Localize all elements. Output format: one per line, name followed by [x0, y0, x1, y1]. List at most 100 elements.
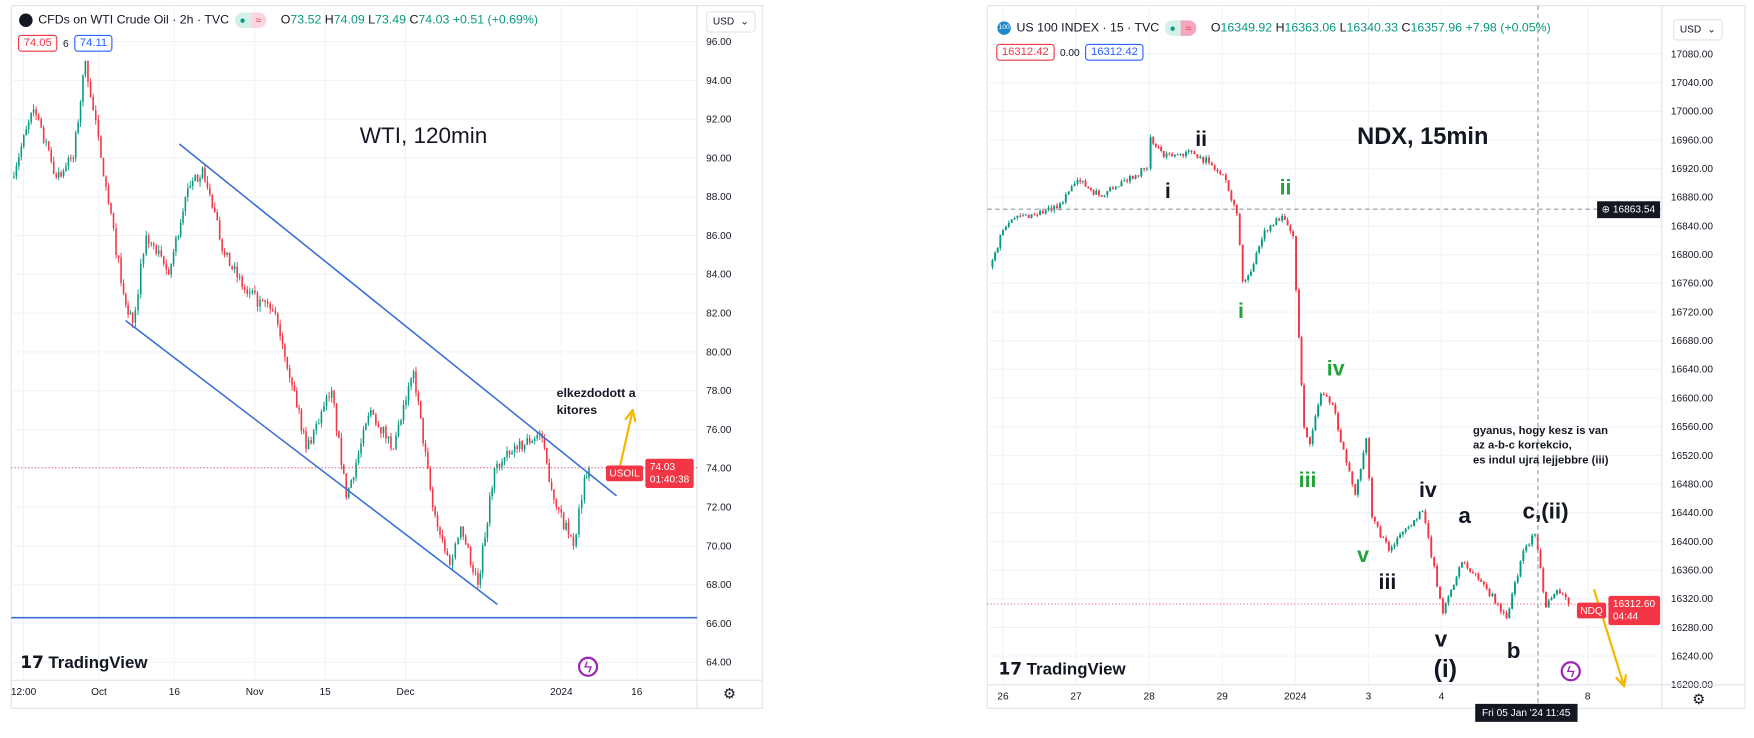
candle	[1452, 585, 1455, 591]
candle	[464, 536, 467, 545]
candle	[1128, 175, 1131, 182]
candle	[307, 439, 310, 449]
sell-price-button[interactable]: 16312.42	[996, 43, 1055, 61]
candle	[152, 243, 155, 246]
y-tick-label: 16320.00	[1671, 594, 1714, 605]
settings-gear-icon[interactable]: ⚙	[722, 684, 737, 702]
buy-price-button[interactable]: 16312.42	[1085, 43, 1144, 61]
candle	[1064, 194, 1067, 203]
candle	[206, 181, 209, 188]
candle	[441, 534, 444, 540]
candle	[345, 473, 348, 498]
y-tick-label: 96.00	[706, 37, 732, 48]
arrow-head	[631, 409, 637, 423]
settings-gear-icon[interactable]: ⚙	[1692, 690, 1706, 708]
candle	[1379, 526, 1382, 538]
candle	[477, 572, 479, 585]
candle	[330, 390, 333, 398]
candle	[1444, 603, 1447, 614]
candle	[1308, 437, 1311, 444]
buy-price-button[interactable]: 74.11	[74, 34, 113, 52]
candle	[387, 436, 390, 439]
candle	[446, 551, 449, 556]
symbol-title[interactable]: CFDs on WTI Crude Oil · 2h · TVC	[38, 13, 230, 27]
lightning-icon[interactable]: ϟ	[1560, 661, 1581, 682]
candle	[380, 427, 382, 434]
candle	[241, 276, 243, 288]
candle	[261, 299, 264, 301]
candle	[548, 463, 550, 482]
candle	[1499, 603, 1502, 612]
candle	[1401, 531, 1404, 535]
candle	[385, 426, 387, 439]
candle	[1407, 526, 1410, 529]
candle	[419, 400, 422, 418]
y-tick-label: 16720.00	[1671, 307, 1714, 318]
candle	[486, 523, 489, 538]
candle	[367, 415, 370, 424]
candle	[100, 136, 102, 158]
candle	[1427, 522, 1430, 538]
candle	[1185, 152, 1187, 157]
candle	[562, 512, 565, 530]
candle	[1095, 190, 1098, 195]
candle	[457, 537, 459, 544]
tradingview-logo[interactable]: 𝟭𝟳 TradingView	[20, 653, 148, 673]
candle	[1160, 147, 1163, 151]
y-tick-label: 90.00	[706, 153, 732, 164]
y-tick-label: 16280.00	[1671, 623, 1714, 634]
candle	[1303, 385, 1306, 428]
candle	[1039, 211, 1042, 215]
symbol-title[interactable]: US 100 INDEX · 15 · TVC	[1016, 21, 1160, 35]
y-tick-label: 78.00	[706, 386, 732, 397]
candle	[125, 293, 127, 305]
candle	[1067, 191, 1070, 195]
candle	[1390, 546, 1393, 551]
candle	[578, 508, 580, 535]
candle	[251, 290, 254, 293]
candle	[1193, 151, 1196, 155]
candle	[405, 400, 407, 405]
y-tick-label: 16440.00	[1671, 508, 1714, 519]
candle	[1415, 519, 1418, 521]
market-status[interactable]: ● ≈	[234, 12, 267, 29]
y-tick-label: 16840.00	[1671, 221, 1714, 232]
candle	[1292, 231, 1295, 237]
candle	[1263, 230, 1266, 240]
candle	[1168, 153, 1171, 155]
y-tick-label: 16880.00	[1671, 193, 1714, 204]
candle	[553, 489, 555, 500]
candle	[182, 211, 184, 223]
candle	[175, 237, 177, 252]
market-status[interactable]: ● ≈	[1164, 20, 1197, 36]
candle	[256, 292, 259, 307]
candle	[1317, 404, 1320, 417]
wave-label: c,(ii)	[1522, 499, 1569, 524]
candle	[1485, 584, 1488, 589]
spread: 6	[63, 37, 69, 49]
candle	[434, 507, 436, 516]
tradingview-logo[interactable]: 𝟭𝟳 TradingView	[998, 660, 1126, 680]
chart-pane	[10, 5, 763, 709]
arrow-head	[624, 409, 634, 421]
candle	[436, 515, 439, 528]
candle	[996, 247, 999, 253]
candle	[199, 178, 201, 182]
candle	[67, 158, 70, 166]
candle	[1202, 156, 1205, 163]
y-tick-label: 16640.00	[1671, 365, 1714, 376]
candle	[1230, 190, 1233, 201]
candle	[1424, 511, 1427, 523]
tv-logo-icon: 𝟭𝟳	[20, 653, 49, 673]
currency-select[interactable]: USD ⌄	[706, 11, 756, 33]
candle	[565, 522, 567, 530]
sell-price-button[interactable]: 74.05	[17, 34, 58, 52]
lightning-icon[interactable]: ϟ	[577, 656, 599, 677]
x-tick-label: 16	[169, 687, 181, 698]
candle	[1227, 180, 1230, 191]
currency-select[interactable]: USD ⌄	[1673, 19, 1723, 41]
candle	[1482, 581, 1485, 585]
wti-bid-ask: 74.05 6 74.11	[17, 34, 113, 52]
candle	[1109, 187, 1112, 192]
